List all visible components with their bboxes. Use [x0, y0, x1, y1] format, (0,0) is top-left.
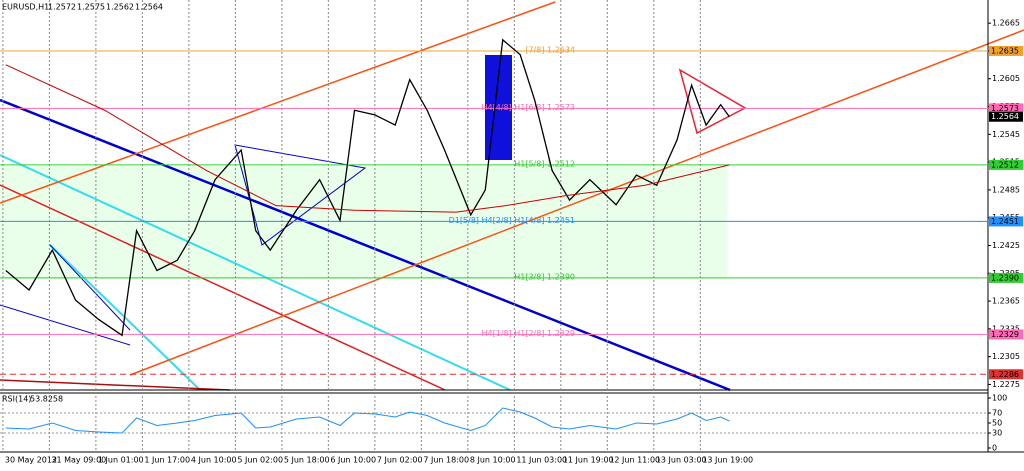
low: 1.2562 [106, 3, 134, 12]
level-tag-label: 1.2573 [991, 104, 1019, 113]
x-tick-label: 7 Jun 02:00 [377, 456, 423, 465]
x-tick-label: 8 Jun 10:00 [470, 456, 516, 465]
level-tag-label: 1.2512 [991, 160, 1019, 169]
zone [0, 166, 727, 279]
level-tag [989, 216, 1023, 227]
drawings [0, 1, 1024, 392]
level-tag-label: 1.2286 [991, 370, 1019, 379]
level-tag [989, 45, 1023, 56]
trend-line [49, 244, 131, 331]
y-tick-label: 1.2425 [992, 241, 1020, 250]
y-tick-label: 1.2335 [992, 324, 1020, 333]
level-tag [989, 159, 1023, 170]
series-line [5, 38, 730, 337]
trend-line [0, 304, 131, 346]
rsi-title: RSI(14) [2, 395, 31, 404]
level-tag [989, 329, 1023, 340]
open: 1.2572 [48, 3, 76, 12]
x-tick-label: 4 Jun 10:00 [191, 456, 237, 465]
level-label: H4[1/8] H1[2/8] 1.2329 [481, 329, 575, 338]
x-tick-label: 31 May 09:00 [51, 456, 106, 465]
x-tick-label: 5 Jun 18:00 [284, 456, 330, 465]
level-tag [989, 272, 1023, 283]
rsi-value: 53.8258 [30, 395, 63, 404]
x-tick-label: 11 Jun 03:00 [516, 456, 567, 465]
trend-line [0, 184, 446, 391]
x-tick-label: 30 May 2012 [5, 456, 57, 465]
y-tick-label: 30 [992, 429, 1002, 438]
series-line [5, 407, 730, 434]
x-tick-label: 12 Jun 11:00 [609, 456, 660, 465]
y-tick-label: 1.2305 [992, 352, 1020, 361]
trend-line [0, 98, 731, 392]
symbol: EURUSD,H1 [2, 3, 49, 12]
close: 1.2564 [135, 3, 163, 12]
y-tick-label: 1.2275 [992, 380, 1020, 389]
level-tag [989, 369, 1023, 380]
trend-line [0, 154, 511, 391]
y-tick-label: 1.2485 [992, 185, 1020, 194]
header: EURUSD,H1 1.2572 1.2575 1.2562 1.2564 RS… [2, 3, 163, 404]
y-tick-label: 50 [992, 419, 1002, 428]
high: 1.2575 [77, 3, 105, 12]
series-line [5, 64, 730, 213]
x-tick-label: 7 Jun 18:00 [423, 456, 469, 465]
x-tick-label: 1 Jun 01:00 [98, 456, 144, 465]
y-tick-label: 1.2605 [992, 74, 1020, 83]
triangle [678, 68, 747, 135]
y-tick-label: 0 [992, 444, 997, 453]
x-tick-label: 11 Jun 19:00 [563, 456, 614, 465]
level-tag [989, 103, 1023, 114]
level-tag-label: 1.2390 [991, 273, 1019, 282]
triangle [234, 144, 367, 246]
price-tag-label: 1.2564 [991, 112, 1019, 121]
trend-line [0, 1, 556, 204]
level-tag-label: 1.2635 [991, 46, 1019, 55]
y-tick-label: 100 [992, 394, 1007, 403]
x-tick-label: 13 Jun 19:00 [702, 456, 753, 465]
x-tick-label: 5 Jun 02:00 [237, 456, 283, 465]
trend-line [129, 29, 1024, 376]
level-label: H4[4/8] H1[6/8] 1.2573 [481, 103, 575, 112]
level-label: [7/8] 1.2634 [525, 45, 575, 54]
x-tick-label: 1 Jun 17:00 [144, 456, 190, 465]
level-tag-label: 1.2451 [991, 217, 1019, 226]
level-tag-label: 1.2329 [991, 330, 1019, 339]
y-tick-label: 1.2365 [992, 297, 1020, 306]
x-tick-label: 13 Jun 03:00 [656, 456, 707, 465]
y-tick-label: 1.2665 [992, 19, 1020, 28]
level-label: H1[5/8] 1.2512 [514, 159, 575, 168]
price-tag [989, 111, 1023, 122]
x-tick-label: 6 Jun 10:00 [330, 456, 376, 465]
level-label: H1[3/8] 1.2390 [514, 272, 575, 281]
trend-line [0, 379, 231, 391]
y-tick-label: 1.2545 [992, 130, 1020, 139]
y-tick-label: 70 [992, 409, 1002, 418]
level-label: D1[5/8] H4[2/8] H1[4/8] 1.2451 [449, 216, 575, 225]
